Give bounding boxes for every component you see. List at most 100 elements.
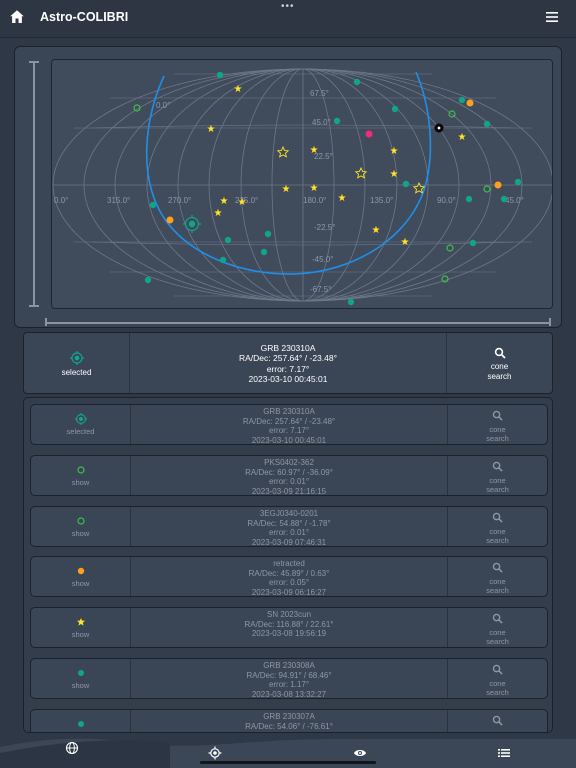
- event-detail-line: RA/Dec: 54.88° / -1.78°: [247, 518, 331, 528]
- ra-label: 225.0°: [235, 196, 258, 205]
- galactic-plane-line: [145, 71, 432, 275]
- eye-icon[interactable]: [353, 746, 367, 760]
- cone-search-button[interactable]: cone search: [446, 333, 552, 393]
- event-name: GRB 230310A: [260, 343, 316, 353]
- event-detail-line: 2023-03-08 13:32:27: [251, 690, 327, 700]
- event-details[interactable]: PKS0402-362 RA/Dec: 60.97° / -36.09° error…: [131, 456, 447, 497]
- event-list-row[interactable]: show PKS0402-362 RA/Dec: 60.97° / -36.09° e…: [30, 455, 548, 496]
- event-detail-line: GRB 230310A: [263, 407, 315, 416]
- event-status[interactable]: show: [31, 659, 131, 698]
- event-status[interactable]: show: [31, 608, 131, 647]
- sky-map-panel: 67.5° 45.0° 22.5° -22.5° -45.0° -67.5° 0…: [14, 46, 562, 328]
- event-status-label: show: [71, 529, 90, 538]
- svg-text:★: ★: [372, 225, 381, 236]
- search-icon: [492, 410, 503, 421]
- event-status-label: show: [71, 681, 90, 690]
- event-list[interactable]: selected GRB 230310A RA/Dec: 257.64° / -23…: [23, 397, 553, 733]
- sky-map-event-pink[interactable]: [365, 130, 373, 138]
- sky-map-events-sources[interactable]: [133, 104, 491, 283]
- ra-label: 45.0°: [505, 196, 524, 205]
- event-details[interactable]: GRB 230308A RA/Dec: 94.91° / 68.46° error:…: [131, 659, 447, 700]
- ra-label: 180.0°: [303, 196, 326, 205]
- svg-text:★: ★: [401, 237, 410, 248]
- event-list-row[interactable]: selected GRB 230310A RA/Dec: 257.64° / -23…: [30, 404, 548, 445]
- event-detail-line: PKS0402-362: [264, 458, 314, 467]
- event-timestamp: 2023-03-10 00:45:01: [248, 374, 328, 385]
- event-status[interactable]: show: [31, 557, 131, 596]
- event-detail-line: error: 0.05°: [268, 578, 310, 588]
- dec-label: -22.5°: [314, 223, 335, 232]
- home-indicator[interactable]: [200, 761, 376, 764]
- event-details[interactable]: GRB 230310A RA/Dec: 257.64° / -23.48° erro…: [131, 405, 447, 445]
- selected-status[interactable]: selected: [24, 333, 130, 393]
- event-status[interactable]: show: [31, 710, 131, 732]
- event-detail-line: retracted: [273, 559, 305, 568]
- hamburger-menu-icon[interactable]: [544, 9, 560, 25]
- home-icon[interactable]: [8, 8, 26, 26]
- event-status[interactable]: show: [31, 507, 131, 546]
- sky-map-events-grb[interactable]: [144, 71, 522, 306]
- ra-label: 135.0°: [370, 196, 393, 205]
- ra-label: 315.0°: [107, 196, 130, 205]
- search-icon: [492, 715, 503, 726]
- search-icon: [492, 613, 503, 624]
- event-details[interactable]: SN 2023cun RA/Dec: 116.88° / 22.61° 2023-0…: [131, 608, 447, 647]
- ra-label: 90.0°: [437, 196, 456, 205]
- event-details[interactable]: retracted RA/Dec: 45.89° / 0.63° error: 0.…: [131, 557, 447, 597]
- event-status-label: selected: [66, 427, 95, 436]
- dec-label: -45.0°: [312, 255, 333, 264]
- sky-map-axis-labels: 67.5° 45.0° 22.5° -22.5° -45.0° -67.5° 0…: [54, 89, 524, 294]
- svg-text:★: ★: [338, 193, 347, 204]
- selected-event-details[interactable]: GRB 230310A RA/Dec: 257.64° / -23.48° er…: [130, 333, 446, 393]
- event-list-row[interactable]: show 3EGJ0340-0201 RA/Dec: 54.88° / -1.78°…: [30, 506, 548, 547]
- event-list-row[interactable]: show SN 2023cun RA/Dec: 116.88° / 22.61° 20…: [30, 607, 548, 648]
- event-detail-line: RA/Dec: 116.88° / 22.61°: [244, 619, 334, 629]
- search-icon: [492, 562, 503, 573]
- target-icon: [69, 351, 84, 365]
- event-detail-line: error: 1.80°: [131, 731, 447, 732]
- sky-map-events-sn[interactable]: ★★★ ★ ★★ ★ ★★ ★ ★★ ★★: [207, 84, 467, 248]
- event-status[interactable]: selected: [31, 405, 131, 444]
- event-list-row[interactable]: show retracted RA/Dec: 45.89° / 0.63° error…: [30, 556, 548, 597]
- multitasking-dots-icon[interactable]: •••: [281, 1, 295, 12]
- sky-map-events-retracted[interactable]: [166, 99, 502, 224]
- event-status-label: show: [71, 579, 90, 588]
- zoom-slider-horizontal[interactable]: [45, 318, 551, 326]
- event-list-row[interactable]: show GRB 230308A RA/Dec: 94.91° / 68.46° er…: [30, 658, 548, 699]
- svg-text:★: ★: [207, 124, 216, 135]
- sky-map[interactable]: 67.5° 45.0° 22.5° -22.5° -45.0° -67.5° 0…: [51, 59, 553, 309]
- sky-map-selected-event[interactable]: [183, 215, 201, 233]
- source-ring-icon: [76, 517, 85, 525]
- sky-map-events-sn-candidates[interactable]: [276, 145, 426, 194]
- event-detail-line: error: 0.01°: [268, 528, 310, 538]
- retracted-dot-icon: [77, 567, 84, 575]
- event-error: error: 7.17°: [266, 363, 310, 374]
- event-details[interactable]: 3EGJ0340-0201 RA/Dec: 54.88° / -1.78° erro…: [131, 507, 447, 547]
- target-icon: [74, 412, 87, 426]
- event-status[interactable]: show: [31, 456, 131, 495]
- event-status-label: show: [71, 630, 90, 639]
- event-detail-line: RA/Dec: 45.89° / 0.63°: [248, 568, 330, 578]
- event-detail-line: 2023-03-09 21:16:15: [251, 487, 327, 497]
- globe-icon[interactable]: [65, 741, 79, 755]
- event-detail-line: RA/Dec: 60.97° / -36.09°: [245, 467, 333, 477]
- event-detail-line: RA/Dec: 257.64° / -23.48°: [242, 416, 336, 426]
- event-detail-line: 3EGJ0340-0201: [259, 509, 319, 518]
- svg-text:★: ★: [234, 84, 243, 95]
- list-icon[interactable]: [497, 746, 511, 760]
- target-icon[interactable]: [208, 746, 222, 760]
- zoom-slider-vertical[interactable]: [29, 61, 39, 307]
- grb-dot-icon: [77, 670, 84, 676]
- event-detail-line: error: 0.01°: [268, 477, 310, 487]
- event-detail-line: SN 2023cun: [266, 610, 312, 619]
- svg-text:★: ★: [214, 208, 223, 219]
